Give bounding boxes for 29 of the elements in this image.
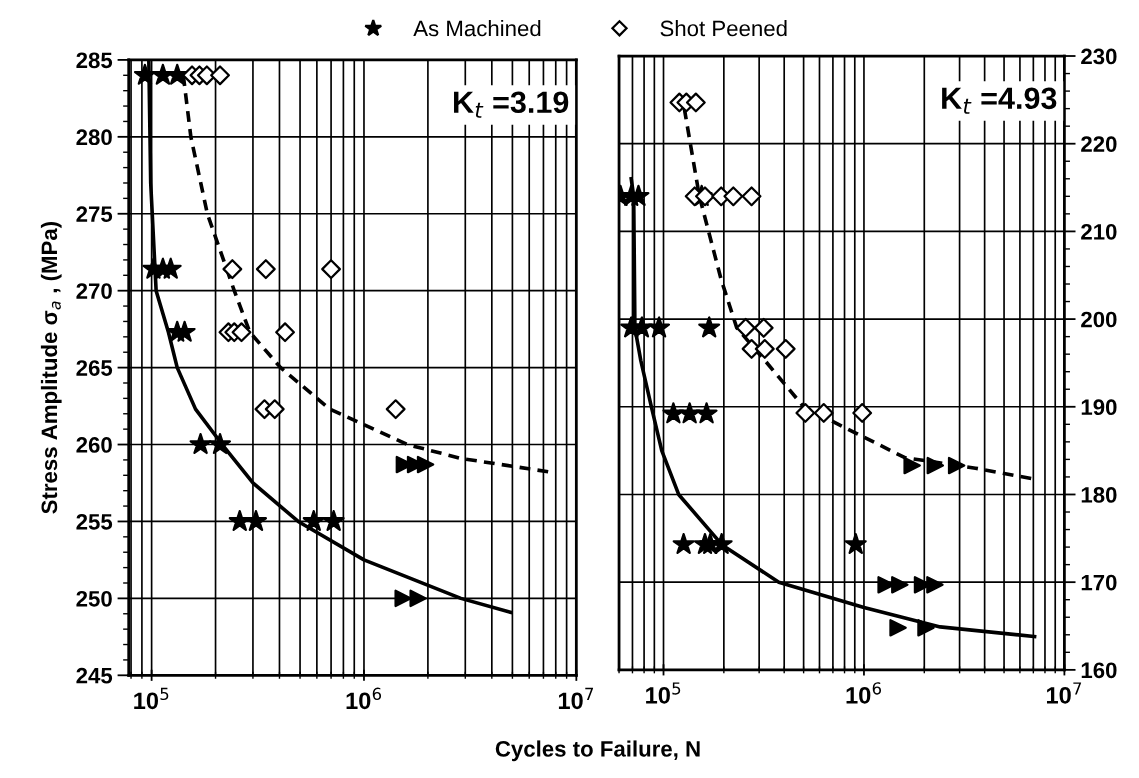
legend-label: As Machined (413, 20, 541, 37)
y-tick-label: 275 (76, 206, 113, 223)
y-axis-title: Stress Amplitude σ$_{a}$ , (MPa) (40, 221, 62, 514)
y-tick-label: 160 (1081, 662, 1117, 679)
y-tick-label: 220 (1081, 136, 1117, 152)
x-tick-label: 10$^{6}$ (846, 682, 882, 704)
y-tick-label: 180 (1081, 487, 1117, 503)
y-tick-label: 260 (76, 437, 112, 453)
y-tick-label: 285 (76, 52, 113, 69)
y-tick-label: 200 (1081, 311, 1117, 328)
y-tick-label: 255 (76, 513, 113, 530)
y-tick-label: 250 (76, 590, 112, 607)
annotation: K$_{t}$ =3.19 (454, 91, 569, 118)
y-tick-label: 210 (1081, 223, 1117, 240)
y-tick-label: 280 (76, 129, 112, 146)
legend-label: Shot Peened (660, 20, 787, 37)
y-tick-label: 270 (76, 283, 112, 299)
x-tick-label: 10$^{5}$ (646, 682, 681, 704)
y-tick-label: 230 (1081, 48, 1117, 65)
x-tick-label: 10$^{5}$ (134, 687, 169, 710)
y-tick-label: 265 (76, 360, 113, 376)
x-tick-label: 10$^{7}$ (558, 687, 594, 710)
y-tick-label: 245 (76, 667, 113, 684)
y-tick-label: 190 (1081, 399, 1117, 416)
x-tick-label: 10$^{6}$ (346, 687, 382, 710)
x-axis-title: Cycles to Failure, N (495, 740, 700, 762)
y-tick-label: 170 (1081, 574, 1117, 591)
annotation: K$_{t}$ =4.93 (942, 87, 1057, 114)
x-tick-label: 10$^{7}$ (1046, 682, 1082, 704)
